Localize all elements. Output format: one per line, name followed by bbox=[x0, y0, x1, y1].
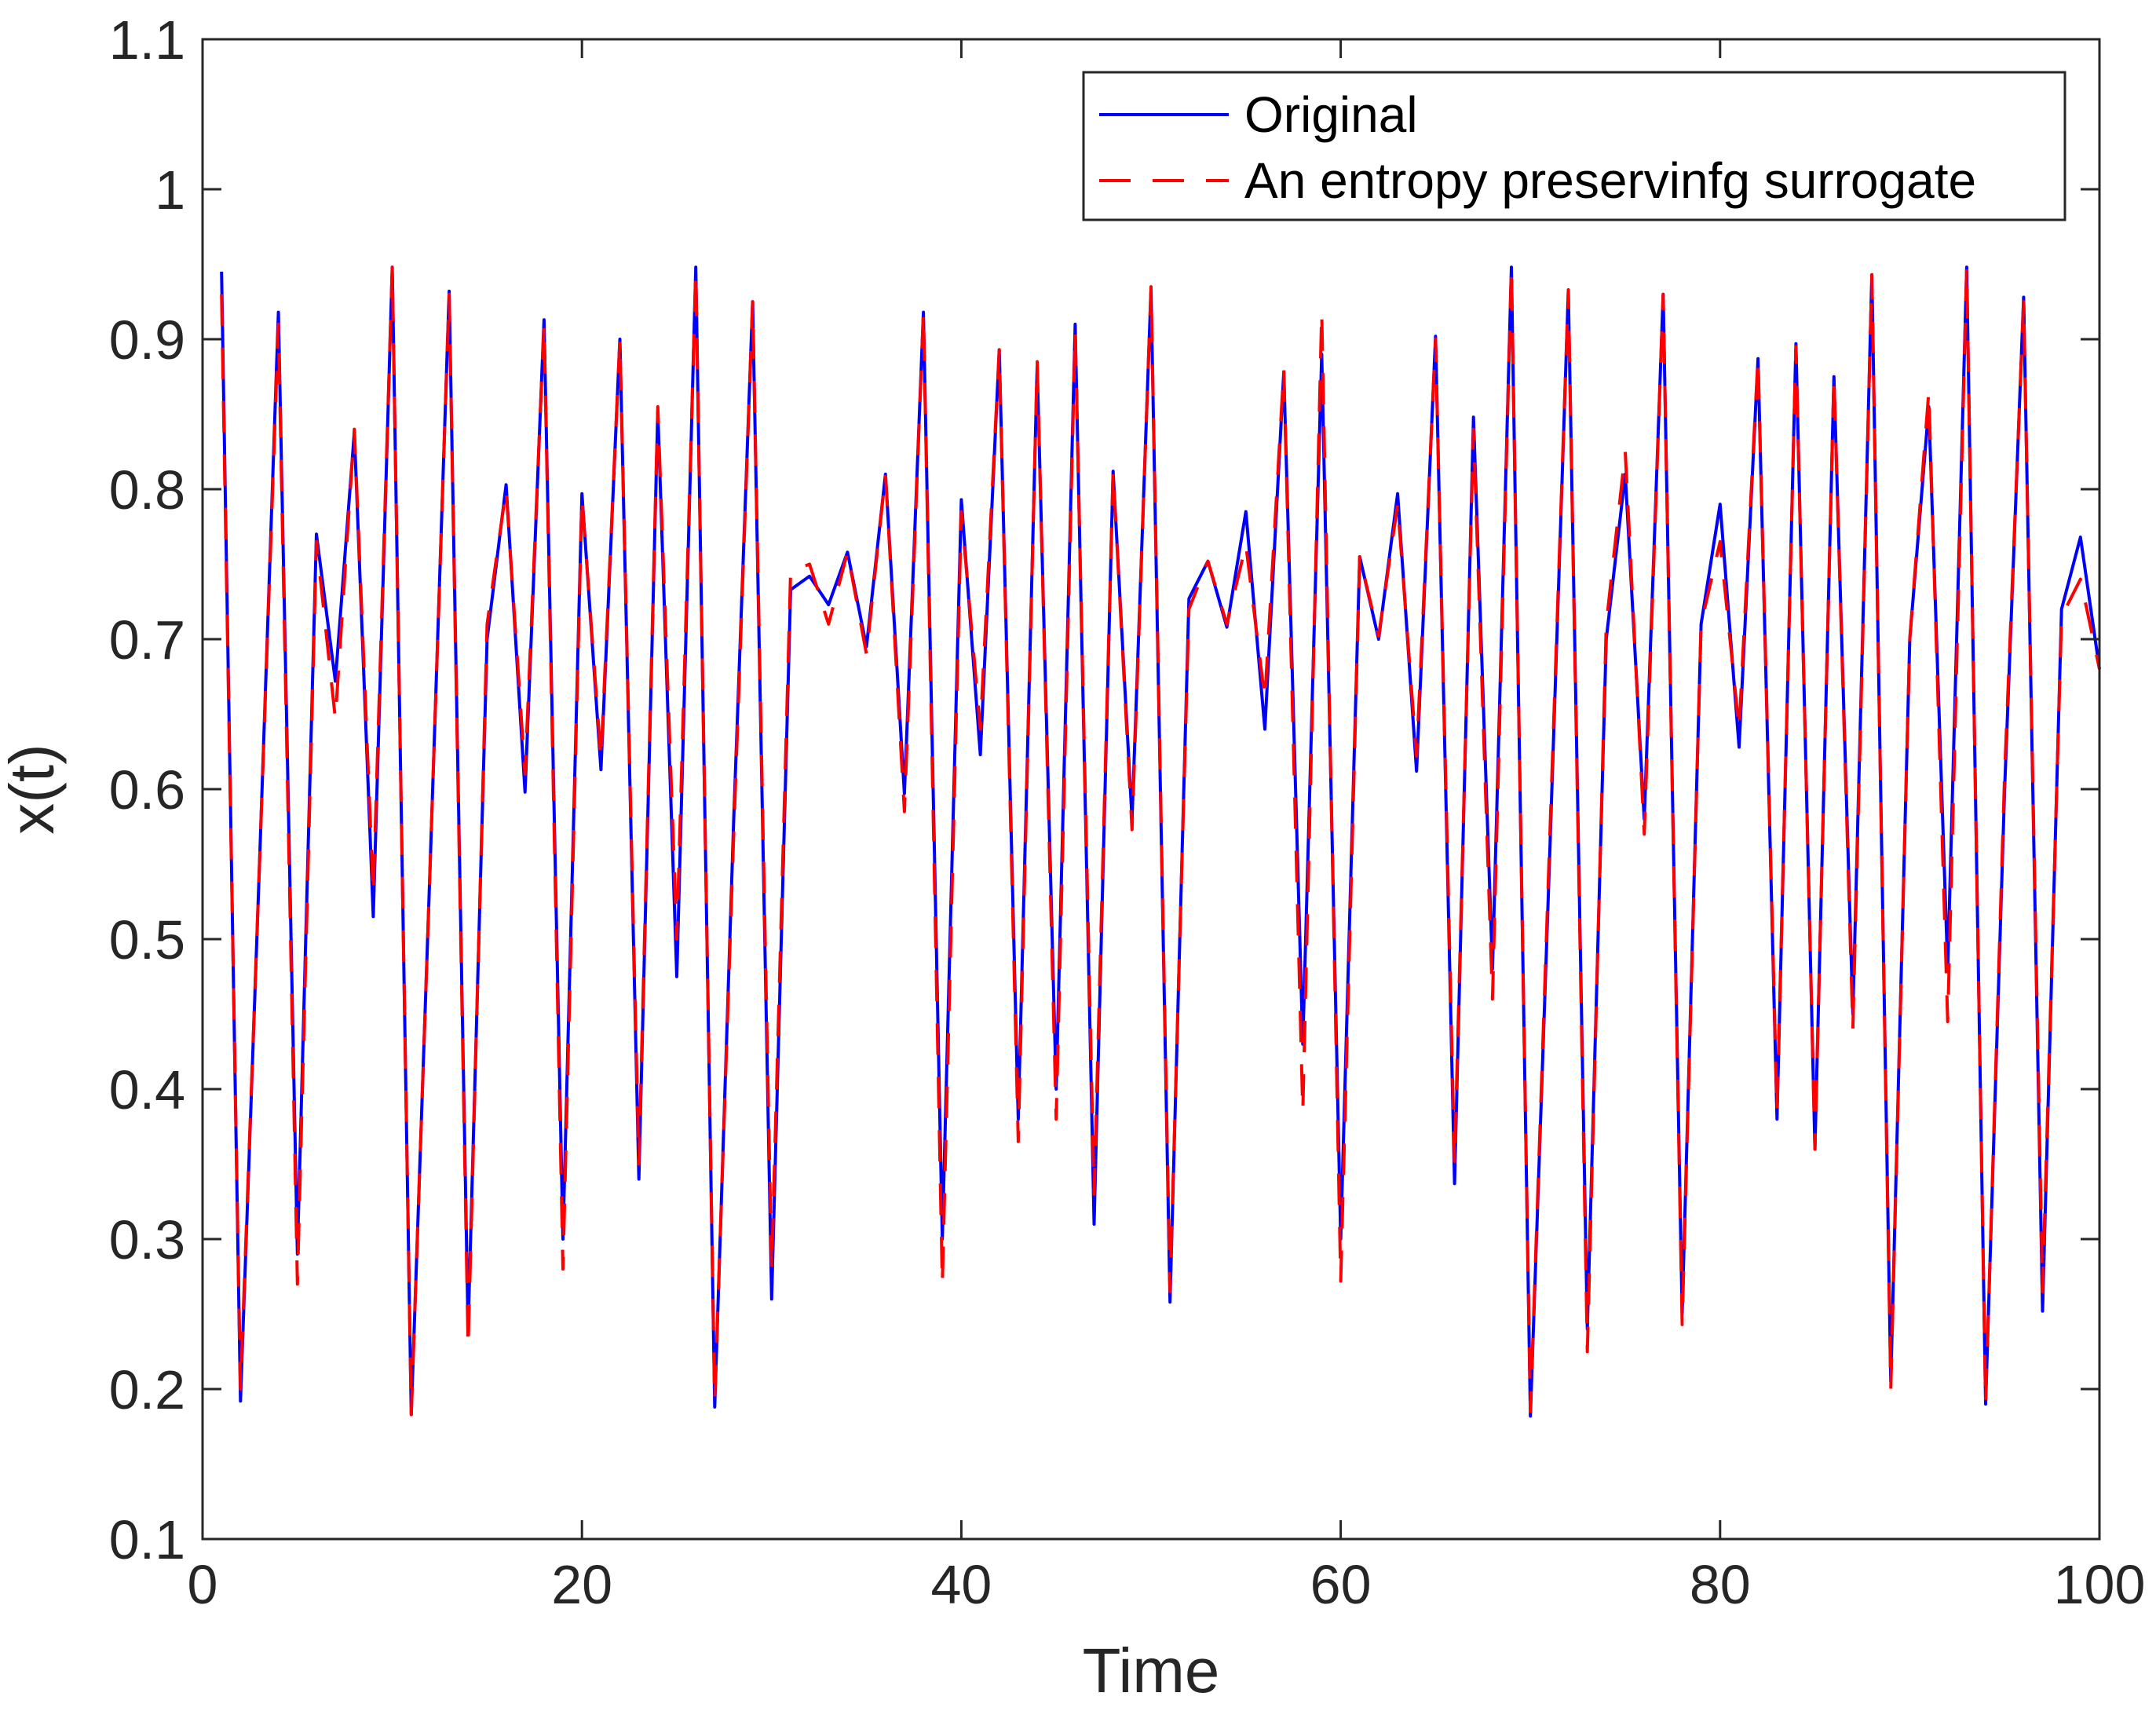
x-tick-label: 60 bbox=[1310, 1554, 1372, 1615]
y-axis-ticks: 0.1 0.2 0.3 0.4 0.5 0.6 0.7 0.8 0.9 1 1.1 bbox=[109, 9, 2099, 1570]
y-tick-label: 0.9 bbox=[109, 309, 185, 371]
x-axis-label: Time bbox=[1083, 1636, 1220, 1706]
y-tick-label: 0.2 bbox=[109, 1359, 185, 1420]
x-axis-ticks: 0 20 40 60 80 100 bbox=[188, 39, 2146, 1615]
x-tick-label: 80 bbox=[1690, 1554, 1751, 1615]
y-tick-label: 0.1 bbox=[109, 1509, 185, 1570]
plot-area bbox=[203, 39, 2099, 1539]
legend-box bbox=[1082, 71, 2066, 221]
legend-label-original: Original bbox=[1244, 86, 1418, 143]
y-axis-label: x(t) bbox=[0, 744, 67, 835]
y-tick-label: 0.5 bbox=[109, 909, 185, 971]
x-tick-label: 100 bbox=[2054, 1554, 2146, 1615]
series-line-surrogate bbox=[220, 265, 2101, 1417]
y-tick-label: 0.6 bbox=[109, 759, 185, 821]
y-tick-label: 1.1 bbox=[109, 9, 185, 71]
x-tick-label: 20 bbox=[551, 1554, 612, 1615]
legend-label-surrogate: An entropy preservinfg surrogate bbox=[1244, 152, 1976, 209]
y-tick-label: 0.4 bbox=[109, 1059, 185, 1121]
legend: Original An entropy preservinfg surrogat… bbox=[1082, 71, 2066, 221]
y-tick-label: 0.3 bbox=[109, 1209, 185, 1270]
y-tick-label: 0.8 bbox=[109, 459, 185, 521]
y-tick-label: 0.7 bbox=[109, 609, 185, 671]
series-layer bbox=[220, 265, 2101, 1418]
y-tick-label: 1 bbox=[155, 159, 185, 221]
x-tick-label: 40 bbox=[930, 1554, 992, 1615]
x-tick-label: 0 bbox=[188, 1554, 218, 1615]
